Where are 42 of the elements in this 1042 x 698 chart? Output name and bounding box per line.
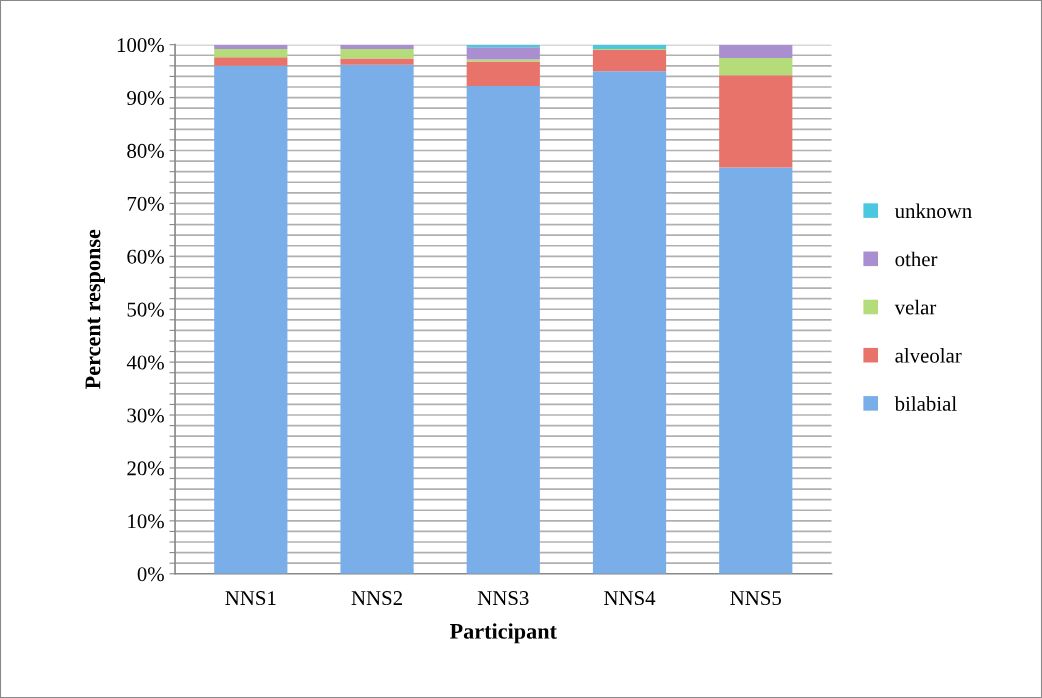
bar <box>340 64 414 574</box>
x-tick-label: NNS5 <box>730 591 781 606</box>
legend-label: alveolar <box>895 348 962 363</box>
bar <box>340 44 414 49</box>
bar <box>719 75 793 168</box>
legend-label: bilabial <box>894 396 957 411</box>
bar <box>340 58 414 65</box>
bar <box>592 49 667 72</box>
y-tick-label: 100% <box>117 38 164 53</box>
y-tick-label: 60% <box>127 249 164 264</box>
bar <box>214 65 288 574</box>
x-tick-label: NNS4 <box>604 591 656 606</box>
bar <box>214 57 288 66</box>
bar <box>719 44 793 58</box>
bar <box>214 44 288 49</box>
y-tick-label: 20% <box>127 461 164 476</box>
y-tick-label: 10% <box>128 514 164 529</box>
y-tick-label: 0% <box>137 567 164 582</box>
x-tick-label: NNS3 <box>477 591 529 606</box>
bar <box>592 44 667 49</box>
x-axis-title: Participant <box>449 623 557 644</box>
bar <box>466 47 540 60</box>
legend-label: velar <box>894 299 937 315</box>
bar <box>719 167 793 574</box>
y-tick-label: 80% <box>127 143 164 158</box>
bar <box>214 48 288 58</box>
y-tick-label: 90% <box>127 90 164 106</box>
x-tick-label: NNS2 <box>351 591 402 606</box>
x-tick-label: NNS1 <box>225 591 276 606</box>
legend-label: other <box>895 251 938 267</box>
bar <box>466 85 540 574</box>
y-tick-label: 30% <box>127 408 164 423</box>
bar <box>719 57 793 76</box>
y-tick-label: 40% <box>126 355 164 370</box>
bar <box>592 71 667 574</box>
y-tick-label: 50% <box>127 302 164 317</box>
y-tick-label: 70% <box>127 196 164 211</box>
bar <box>340 48 414 59</box>
bar <box>466 59 540 62</box>
legend-label: unknown <box>894 203 972 219</box>
bar <box>466 61 540 86</box>
y-axis-title: Percent response <box>85 229 105 389</box>
